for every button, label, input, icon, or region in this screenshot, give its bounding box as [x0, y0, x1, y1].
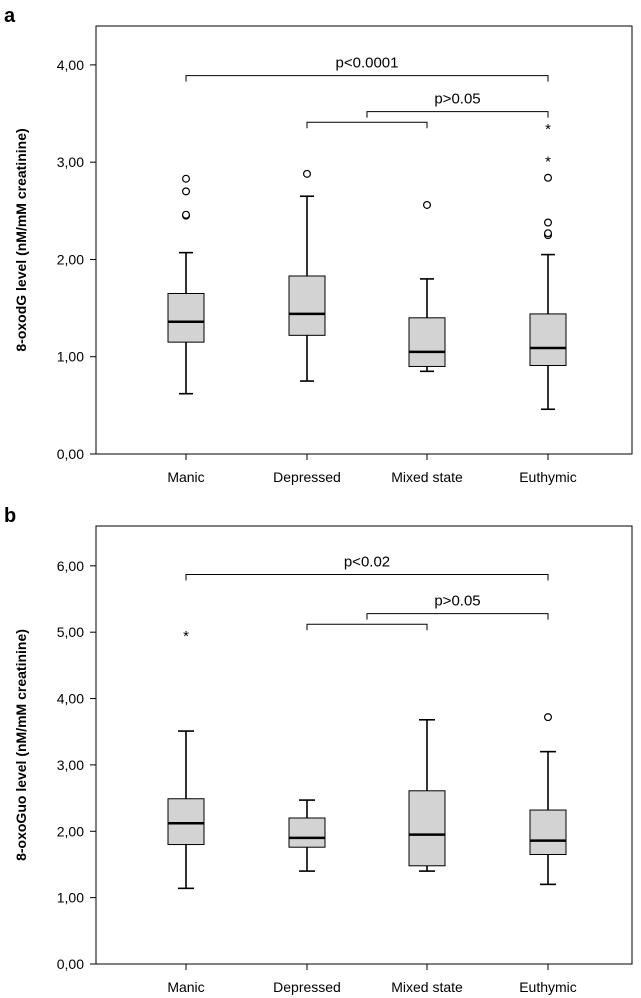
panel-b-y-axis-label: 8-oxoGuo level (nM/mM creatinine) [13, 629, 29, 861]
outlier-point [543, 218, 552, 227]
panel-b-letter: b [4, 505, 16, 527]
y-tick-label: 3,00 [57, 154, 84, 170]
box-euthymic [529, 713, 567, 886]
significance-bracket [185, 573, 549, 581]
significance-bracket [185, 75, 549, 82]
significance-bracket [306, 121, 428, 129]
iqr-box [529, 809, 567, 856]
outlier-point [182, 210, 191, 219]
extreme-point: * [545, 121, 551, 138]
x-category-label: Euthymic [519, 979, 577, 995]
outlier-point [543, 173, 552, 182]
significance-label: p>0.05 [434, 91, 480, 108]
outlier-point [182, 174, 191, 183]
y-tick-label: 4,00 [57, 691, 84, 707]
y-tick-label: 4,00 [57, 57, 84, 73]
box-manic [167, 174, 205, 395]
significance-bracket [366, 111, 549, 118]
outlier-point [543, 713, 552, 722]
outlier-point [182, 187, 191, 196]
significance-label: p>0.05 [434, 593, 480, 610]
x-category-label: Mixed state [391, 979, 463, 995]
x-category-label: Depressed [273, 469, 341, 485]
significance-label: p<0.0001 [336, 55, 399, 72]
x-category-label: Manic [167, 469, 204, 485]
panel-a: a 8-oxodG level (nM/mM creatinine) 0,00 1… [4, 5, 633, 485]
iqr-box [167, 798, 205, 846]
x-category-label: Mixed state [391, 469, 463, 485]
iqr-box [408, 790, 446, 867]
significance-label: p<0.02 [344, 553, 390, 570]
y-tick-label: 3,00 [57, 757, 84, 773]
outlier-point [423, 200, 432, 209]
iqr-box [408, 317, 446, 367]
panel-b-plot-frame [95, 525, 633, 965]
box-mixed-state [408, 718, 446, 872]
x-category-label: Depressed [273, 979, 341, 995]
box-depressed [288, 169, 326, 382]
y-tick-label: 6,00 [57, 558, 84, 574]
iqr-box [288, 275, 326, 336]
panel-a-plot-frame [95, 25, 633, 455]
extreme-point: * [545, 153, 551, 170]
x-category-label: Manic [167, 979, 204, 995]
box-depressed [288, 799, 326, 872]
y-tick-label: 2,00 [57, 251, 84, 267]
y-tick-label: 2,00 [57, 823, 84, 839]
y-tick-label: 5,00 [57, 624, 84, 640]
outlier-point [303, 169, 312, 178]
panel-a-y-axis-label: 8-oxodG level (nM/mM creatinine) [13, 128, 29, 351]
y-tick-label: 0,00 [57, 446, 84, 462]
y-tick-label: 0,00 [57, 956, 84, 972]
x-category-label: Euthymic [519, 469, 577, 485]
significance-bracket [366, 613, 549, 620]
y-tick-label: 1,00 [57, 890, 84, 906]
box-manic: * [167, 628, 205, 890]
iqr-box [167, 293, 205, 343]
y-tick-label: 1,00 [57, 349, 84, 365]
outlier-point [543, 229, 552, 238]
iqr-box [288, 817, 326, 848]
extreme-point: * [183, 628, 189, 645]
panel-a-letter: a [4, 5, 16, 27]
iqr-box [529, 313, 567, 366]
panel-b: b 8-oxoGuo level (nM/mM creatinine) 0,00… [4, 505, 633, 995]
box-mixed-state [408, 200, 446, 373]
box-euthymic: ** [529, 121, 567, 411]
significance-bracket [306, 623, 428, 631]
